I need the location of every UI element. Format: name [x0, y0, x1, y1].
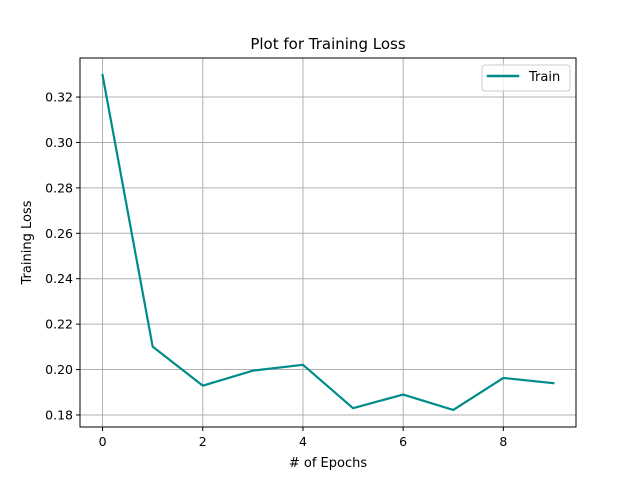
x-tick-label: 6 — [399, 434, 407, 449]
y-tick-label: 0.32 — [45, 90, 73, 105]
data-point — [552, 382, 554, 384]
axis-ticks: 0 2 4 6 8 0.18 0.20 0.22 0.24 0.26 0.28 0.30 0.32 — [45, 90, 507, 449]
y-tick-label: 0.28 — [45, 180, 73, 195]
x-tick-label: 2 — [199, 434, 207, 449]
y-tick-label: 0.22 — [45, 317, 73, 332]
legend-label-train: Train — [528, 70, 560, 85]
chart-legend: Train — [481, 64, 571, 92]
y-tick-label: 0.24 — [45, 271, 73, 286]
data-point — [452, 409, 454, 411]
x-tick-label: 4 — [299, 434, 307, 449]
data-point — [202, 385, 204, 387]
data-point — [302, 364, 304, 366]
data-point — [102, 74, 104, 76]
data-point — [352, 407, 354, 409]
grid-lines — [80, 58, 576, 427]
series-line-train — [101, 73, 555, 412]
series-lines — [101, 73, 555, 412]
data-point — [402, 394, 404, 396]
x-tick-label: 0 — [99, 434, 107, 449]
y-tick-label: 0.18 — [45, 407, 73, 422]
data-point — [252, 370, 254, 372]
x-tick-label: 8 — [499, 434, 507, 449]
y-tick-label: 0.26 — [45, 226, 73, 241]
data-point — [502, 377, 504, 379]
y-axis-label: Training Loss — [20, 200, 35, 285]
x-axis-label: # of Epochs — [289, 456, 367, 471]
y-tick-label: 0.30 — [45, 135, 73, 150]
data-point — [152, 346, 154, 348]
y-tick-label: 0.20 — [45, 362, 73, 377]
legend-box — [481, 64, 571, 92]
chart-title: Plot for Training Loss — [250, 35, 405, 53]
plot-area-frame — [79, 57, 577, 428]
